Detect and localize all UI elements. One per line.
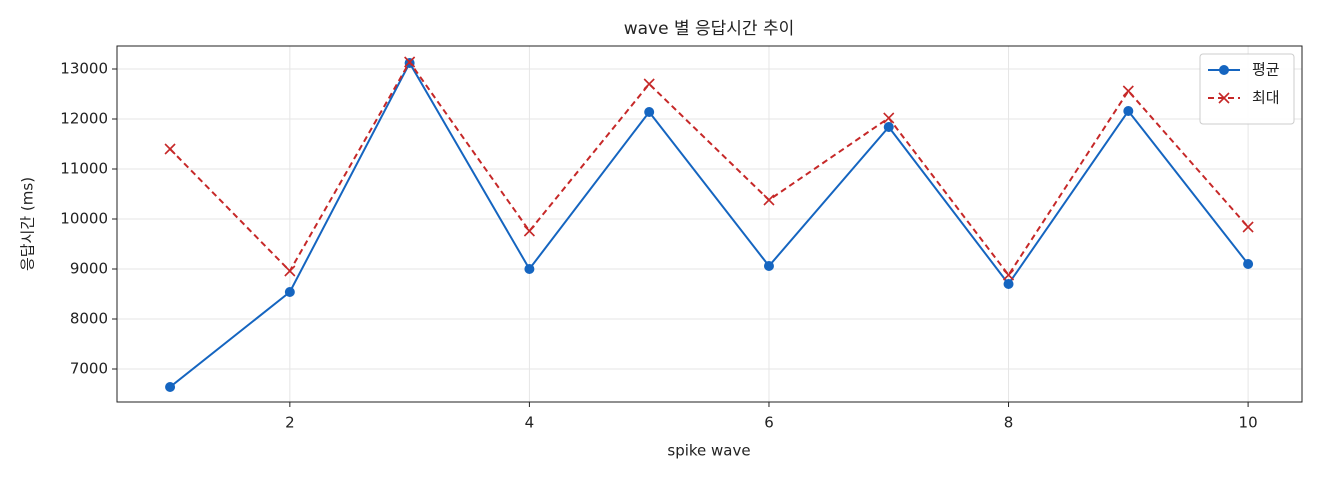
marker: [165, 382, 176, 392]
x-tick-label: 2: [285, 414, 295, 432]
marker: [524, 264, 535, 274]
marker: [644, 107, 655, 117]
plot: [164, 56, 1254, 392]
marker: [1122, 85, 1134, 97]
y-axis-label: 응답시간 (ms): [19, 177, 37, 271]
marker: [523, 225, 535, 237]
marker: [404, 56, 416, 68]
x-axis-label: spike wave: [667, 442, 750, 460]
marker: [1123, 106, 1134, 116]
legend-box: [1199, 53, 1295, 125]
y-tick-label: 10000: [60, 210, 108, 228]
marker: [763, 194, 775, 206]
series-line: [169, 60, 1249, 388]
x-tick-label: 6: [764, 414, 774, 432]
legend-marker: [1219, 65, 1229, 75]
legend-label: 최대: [1252, 89, 1280, 107]
x-tick-label: 4: [525, 414, 535, 432]
marker: [883, 112, 895, 124]
y-tick-label: 13000: [60, 60, 108, 78]
marker: [284, 287, 295, 297]
marker: [1242, 221, 1254, 233]
y-tick-label: 8000: [70, 310, 108, 328]
marker: [1003, 279, 1014, 289]
marker: [883, 122, 894, 132]
y-tick-label: 11000: [60, 160, 108, 178]
legend-marker: [1218, 92, 1230, 104]
marker: [763, 261, 774, 271]
marker: [1002, 269, 1015, 281]
marker: [284, 265, 296, 277]
marker: [1243, 259, 1254, 269]
x-tick-label: 10: [1239, 414, 1258, 432]
chart-title: wave 별 응답시간 추이: [624, 19, 795, 39]
series-line: [169, 60, 1249, 277]
y-tick-label: 9000: [70, 260, 108, 278]
marker: [643, 78, 655, 90]
legend-label: 평균: [1252, 61, 1280, 79]
y-tick-label: 12000: [60, 110, 108, 128]
y-tick-label: 7000: [70, 360, 108, 378]
plot-frame: [116, 45, 1303, 403]
x-tick-label: 8: [1004, 414, 1014, 432]
marker: [164, 143, 176, 155]
